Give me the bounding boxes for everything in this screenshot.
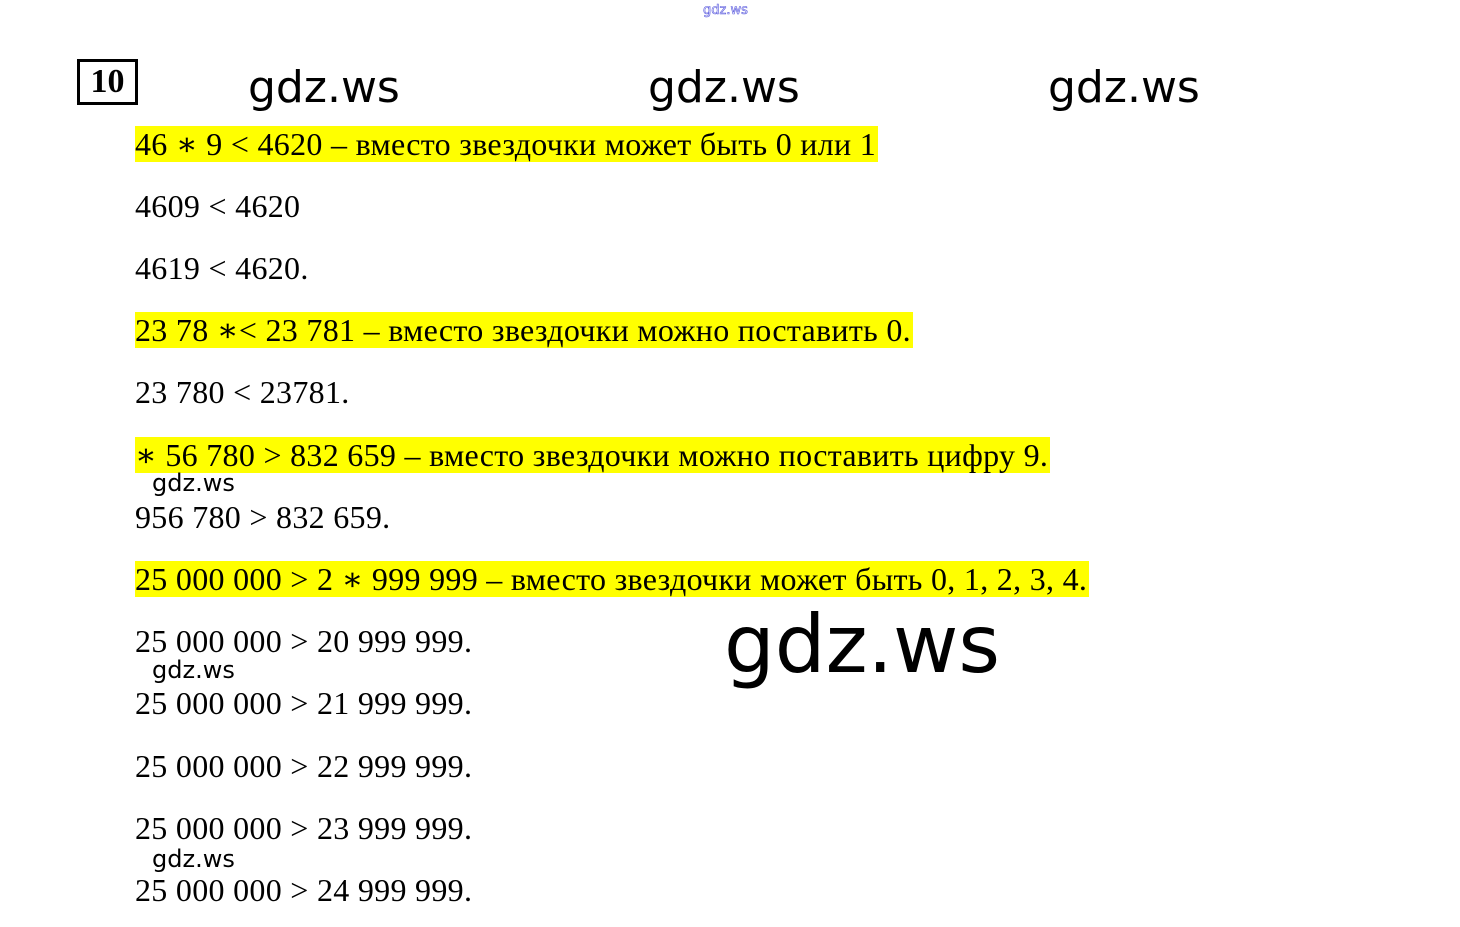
solution-line: 956 780 > 832 659. — [135, 499, 391, 535]
solution-line: 4609 < 4620 — [135, 188, 301, 224]
task-number: 10 — [77, 59, 138, 105]
watermark: gdz.ws — [152, 845, 235, 873]
solution-line: 25 000 000 > 20 999 999. — [135, 623, 473, 659]
solution-line: 25 000 000 > 21 999 999. — [135, 685, 473, 721]
watermark: gdz.ws — [1048, 62, 1200, 113]
watermark: gdz.ws — [248, 62, 400, 113]
solution-line: 25 000 000 > 22 999 999. — [135, 748, 473, 784]
solution-line: 23 780 < 23781. — [135, 374, 350, 410]
solution-line: 4619 < 4620. — [135, 250, 309, 286]
solution-line: ∗ 56 780 > 832 659 – вместо звездочки мо… — [135, 437, 1051, 473]
solution-line: 25 000 000 > 2 ∗ 999 999 – вместо звездо… — [135, 561, 1090, 597]
watermark-large: gdz.ws — [724, 598, 1001, 691]
site-watermark-top: gdz.ws — [703, 3, 748, 19]
watermark: gdz.ws — [152, 656, 235, 684]
solution-line: 23 78 ∗< 23 781 – вместо звездочки можно… — [135, 312, 913, 348]
solution-line: 46 ∗ 9 < 4620 – вместо звездочки может б… — [135, 126, 879, 162]
watermark: gdz.ws — [152, 469, 235, 497]
watermark: gdz.ws — [648, 62, 800, 113]
solution-line: 25 000 000 > 23 999 999. — [135, 810, 473, 846]
solution-line: 25 000 000 > 24 999 999. — [135, 872, 473, 908]
